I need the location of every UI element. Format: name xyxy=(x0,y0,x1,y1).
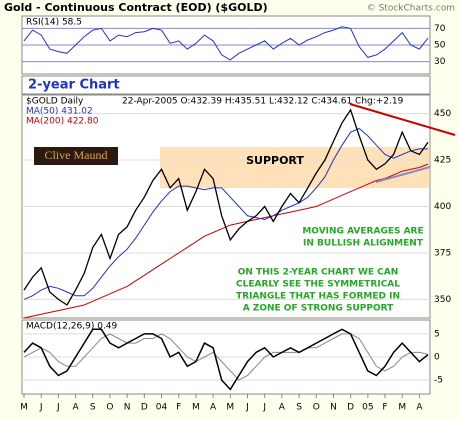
x-tick-label: D xyxy=(141,403,148,413)
support-trendline xyxy=(375,166,431,183)
x-tick-label: J xyxy=(245,403,249,413)
y-tick-label: 50 xyxy=(434,41,446,51)
x-tick-label: J xyxy=(39,403,43,413)
x-tick-label: F xyxy=(382,403,387,413)
x-tick-label: 04 xyxy=(156,403,168,413)
x-tick-label: A xyxy=(210,403,217,413)
y-tick-label: -5 xyxy=(434,376,443,386)
y-tick-label: 5 xyxy=(434,329,440,339)
caption-panel xyxy=(21,75,431,95)
caption: 2-year Chart xyxy=(28,78,120,93)
x-tick-label: O xyxy=(106,403,113,413)
source: © StockCharts.com xyxy=(367,4,455,14)
annotation: CLEARLY SEE THE SYMMETRICAL xyxy=(236,280,400,290)
annotation: TRIANGLE THAT HAS FORMED IN xyxy=(236,292,400,302)
y-tick-label: 350 xyxy=(434,295,451,305)
annotation: ON THIS 2-YEAR CHART WE CAN xyxy=(238,268,399,278)
annotation: IN BULLISH ALIGNMENT xyxy=(303,239,424,249)
x-tick-label: S xyxy=(296,403,302,413)
price-header: $GOLD Daily xyxy=(26,97,84,107)
x-tick-label: O xyxy=(313,403,320,413)
quote: 22-Apr-2005 O:432.39 H:435.51 L:432.12 C… xyxy=(122,97,404,107)
x-tick-label: D xyxy=(347,403,354,413)
y-tick-label: 450 xyxy=(434,109,451,119)
y-tick-label: 0 xyxy=(434,353,440,363)
rsi-label: RSI(14) 58.5 xyxy=(26,18,82,28)
x-tick-label: N xyxy=(330,403,337,413)
x-tick-label: S xyxy=(90,403,96,413)
ma200-label: MA(200) 422.80 xyxy=(26,117,99,127)
macd-label: MACD(12,26,9) 0.49 xyxy=(26,322,118,332)
y-tick-label: 425 xyxy=(434,156,451,166)
x-tick-label: J xyxy=(56,403,60,413)
x-tick-label: M xyxy=(226,403,234,413)
x-tick-label: A xyxy=(279,403,286,413)
author: Clive Maund xyxy=(45,148,108,162)
x-tick-label: M xyxy=(398,403,406,413)
x-tick-label: M xyxy=(192,403,200,413)
x-tick-label: F xyxy=(176,403,181,413)
resistance-trendline xyxy=(349,103,456,136)
y-tick-label: 375 xyxy=(434,248,451,258)
chart-title: Gold - Continuous Contract (EOD) ($GOLD) xyxy=(4,1,268,14)
y-tick-label: 30 xyxy=(434,57,446,67)
price-line xyxy=(23,108,429,306)
x-tick-label: 05 xyxy=(362,403,373,413)
price-line xyxy=(23,127,428,300)
y-tick-label: 70 xyxy=(434,24,446,34)
y-tick-label: 400 xyxy=(434,202,451,212)
annotation: SUPPORT xyxy=(246,154,304,167)
x-tick-label: M xyxy=(20,403,28,413)
author-box xyxy=(34,147,118,165)
x-tick-label: A xyxy=(72,403,79,413)
annotation: A ZONE OF STRONG SUPPORT xyxy=(243,304,394,314)
ma50-label: MA(50) 431.02 xyxy=(26,107,93,117)
x-tick-label: A xyxy=(416,403,423,413)
x-tick-label: J xyxy=(262,403,266,413)
rsi-line xyxy=(23,26,429,61)
macd-line xyxy=(23,333,429,381)
x-tick-label: N xyxy=(124,403,131,413)
macd-line xyxy=(23,328,429,391)
annotation: MOVING AVERAGES ARE xyxy=(302,227,423,237)
